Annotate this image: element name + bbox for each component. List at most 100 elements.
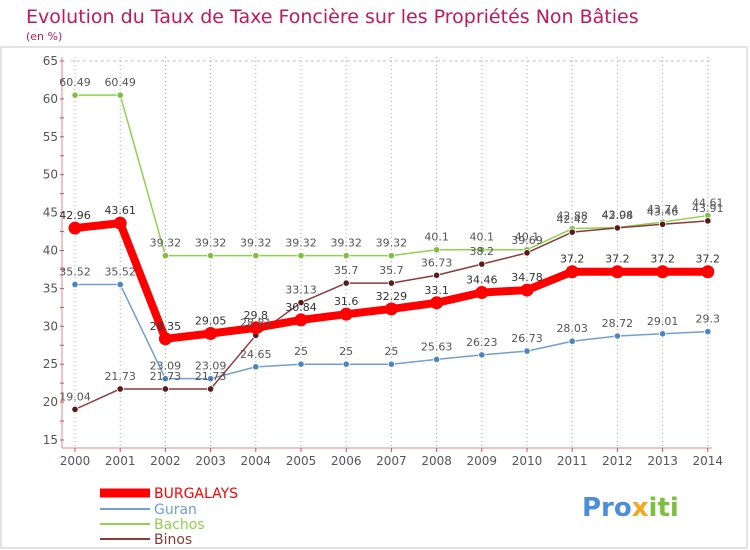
data-label-bachos: 42.88 bbox=[556, 210, 588, 223]
data-label-binos: 42.42 bbox=[556, 213, 588, 226]
data-label-burgalays: 42.96 bbox=[59, 209, 91, 222]
axes: 15 20 25 30 35 40 45 50 55 60 65 2000 2001 2002 2003 20… bbox=[43, 54, 723, 468]
data-label-burgalays: 32.29 bbox=[376, 290, 408, 303]
y-tick-label: 45 bbox=[43, 206, 58, 220]
data-label-bachos: 44.61 bbox=[692, 197, 724, 210]
y-tick-label: 50 bbox=[43, 168, 58, 182]
data-label-binos: 36.73 bbox=[421, 256, 453, 269]
data-label-burgalays: 37.2 bbox=[560, 253, 585, 266]
x-tick-label: 2001 bbox=[105, 454, 136, 468]
point-binos bbox=[161, 385, 169, 393]
data-label-burgalays: 34.46 bbox=[466, 273, 498, 286]
point-binos bbox=[658, 220, 667, 228]
point-bachos bbox=[161, 252, 169, 260]
data-label-burgalays: 31.6 bbox=[334, 295, 359, 308]
point-bachos bbox=[71, 91, 79, 99]
point-guran bbox=[523, 347, 531, 355]
data-label-bachos: 40.1 bbox=[424, 231, 449, 244]
x-tick-label: 2012 bbox=[602, 454, 633, 468]
point-bachos bbox=[478, 246, 486, 254]
point-burgalays bbox=[113, 216, 127, 230]
data-label-binos: 39.69 bbox=[511, 234, 543, 247]
point-binos bbox=[568, 228, 576, 236]
point-binos bbox=[342, 279, 350, 287]
point-binos bbox=[207, 385, 215, 393]
x-tick-label: 2011 bbox=[557, 454, 588, 468]
point-guran bbox=[297, 360, 305, 368]
point-guran bbox=[161, 375, 169, 383]
data-label-burgalays: 37.2 bbox=[650, 253, 675, 266]
x-tick-label: 2006 bbox=[331, 454, 362, 468]
data-label-guran: 35.52 bbox=[104, 265, 136, 278]
data-label-binos: 21.73 bbox=[150, 370, 182, 383]
point-guran bbox=[478, 351, 486, 359]
data-label-burgalays: 37.2 bbox=[605, 253, 630, 266]
point-binos bbox=[432, 271, 441, 279]
y-tick-label: 30 bbox=[43, 319, 58, 333]
data-label-binos: 21.73 bbox=[104, 370, 136, 383]
data-label-guran: 25.63 bbox=[421, 340, 453, 353]
point-guran bbox=[613, 332, 622, 340]
point-burgalays bbox=[68, 221, 82, 235]
legend-label-burgalays: BURGALAYS bbox=[154, 486, 238, 502]
data-label-guran: 29.3 bbox=[696, 313, 721, 326]
point-binos bbox=[387, 279, 395, 287]
series-layer bbox=[68, 91, 715, 413]
data-label-bachos: 43.04 bbox=[602, 208, 634, 221]
point-burgalays bbox=[384, 302, 398, 316]
point-burgalays bbox=[610, 265, 624, 279]
data-label-guran: 28.03 bbox=[556, 322, 588, 335]
point-burgalays bbox=[565, 265, 579, 279]
point-burgalays bbox=[249, 321, 263, 335]
x-tick-label: 2013 bbox=[647, 454, 678, 468]
point-burgalays bbox=[204, 327, 218, 341]
data-label-burgalays: 33.1 bbox=[424, 284, 449, 297]
data-label-binos: 33.13 bbox=[285, 284, 317, 297]
data-label-bachos: 43.74 bbox=[647, 203, 679, 216]
data-label-burgalays: 43.61 bbox=[104, 204, 136, 217]
legend-label-binos: Binos bbox=[154, 532, 192, 548]
x-tick-label: 2005 bbox=[286, 454, 317, 468]
point-bachos bbox=[116, 91, 124, 99]
point-bachos bbox=[342, 252, 350, 260]
x-tick-label: 2000 bbox=[60, 454, 91, 468]
point-bachos bbox=[297, 252, 305, 260]
data-label-bachos: 39.32 bbox=[330, 237, 362, 250]
data-label-binos: 35.7 bbox=[379, 264, 404, 277]
data-label-bachos: 40.1 bbox=[515, 231, 540, 244]
y-tick-label: 15 bbox=[43, 433, 58, 447]
data-label-binos: 35.7 bbox=[334, 264, 359, 277]
point-binos bbox=[116, 385, 124, 393]
data-label-binos: 43.91 bbox=[692, 202, 724, 215]
data-label-guran: 29.01 bbox=[647, 315, 679, 328]
point-guran bbox=[207, 375, 215, 383]
chart-title: Evolution du Taux de Taxe Foncière sur l… bbox=[26, 6, 639, 28]
data-label-guran: 23.09 bbox=[195, 360, 227, 373]
point-burgalays bbox=[430, 296, 444, 310]
data-labels: 42.96 43.61 28.35 29.05 29.8 30.84 31.6 32.29 33… bbox=[59, 76, 723, 403]
point-guran bbox=[342, 360, 350, 368]
point-bachos bbox=[207, 252, 215, 260]
data-label-binos: 21.73 bbox=[195, 370, 227, 383]
data-label-bachos: 60.49 bbox=[104, 76, 136, 89]
data-label-guran: 28.72 bbox=[602, 317, 634, 330]
point-guran bbox=[432, 355, 441, 364]
point-guran bbox=[252, 363, 260, 371]
point-guran bbox=[568, 337, 576, 345]
x-tick-label: 2003 bbox=[195, 454, 226, 468]
data-label-guran: 24.65 bbox=[240, 348, 272, 361]
chart-frame bbox=[0, 46, 748, 549]
chart-subtitle: (en %) bbox=[26, 30, 62, 43]
data-label-burgalays: 29.05 bbox=[195, 315, 227, 328]
data-label-binos: 43.46 bbox=[647, 205, 679, 218]
data-label-binos: 28.81 bbox=[240, 316, 272, 329]
x-tick-label: 2009 bbox=[467, 454, 498, 468]
data-label-burgalays: 37.2 bbox=[696, 253, 721, 266]
point-burgalays bbox=[701, 265, 715, 279]
point-burgalays bbox=[294, 313, 308, 327]
data-label-binos: 42.98 bbox=[602, 209, 634, 222]
x-tick-label: 2010 bbox=[512, 454, 543, 468]
data-label-burgalays: 34.78 bbox=[511, 271, 543, 284]
